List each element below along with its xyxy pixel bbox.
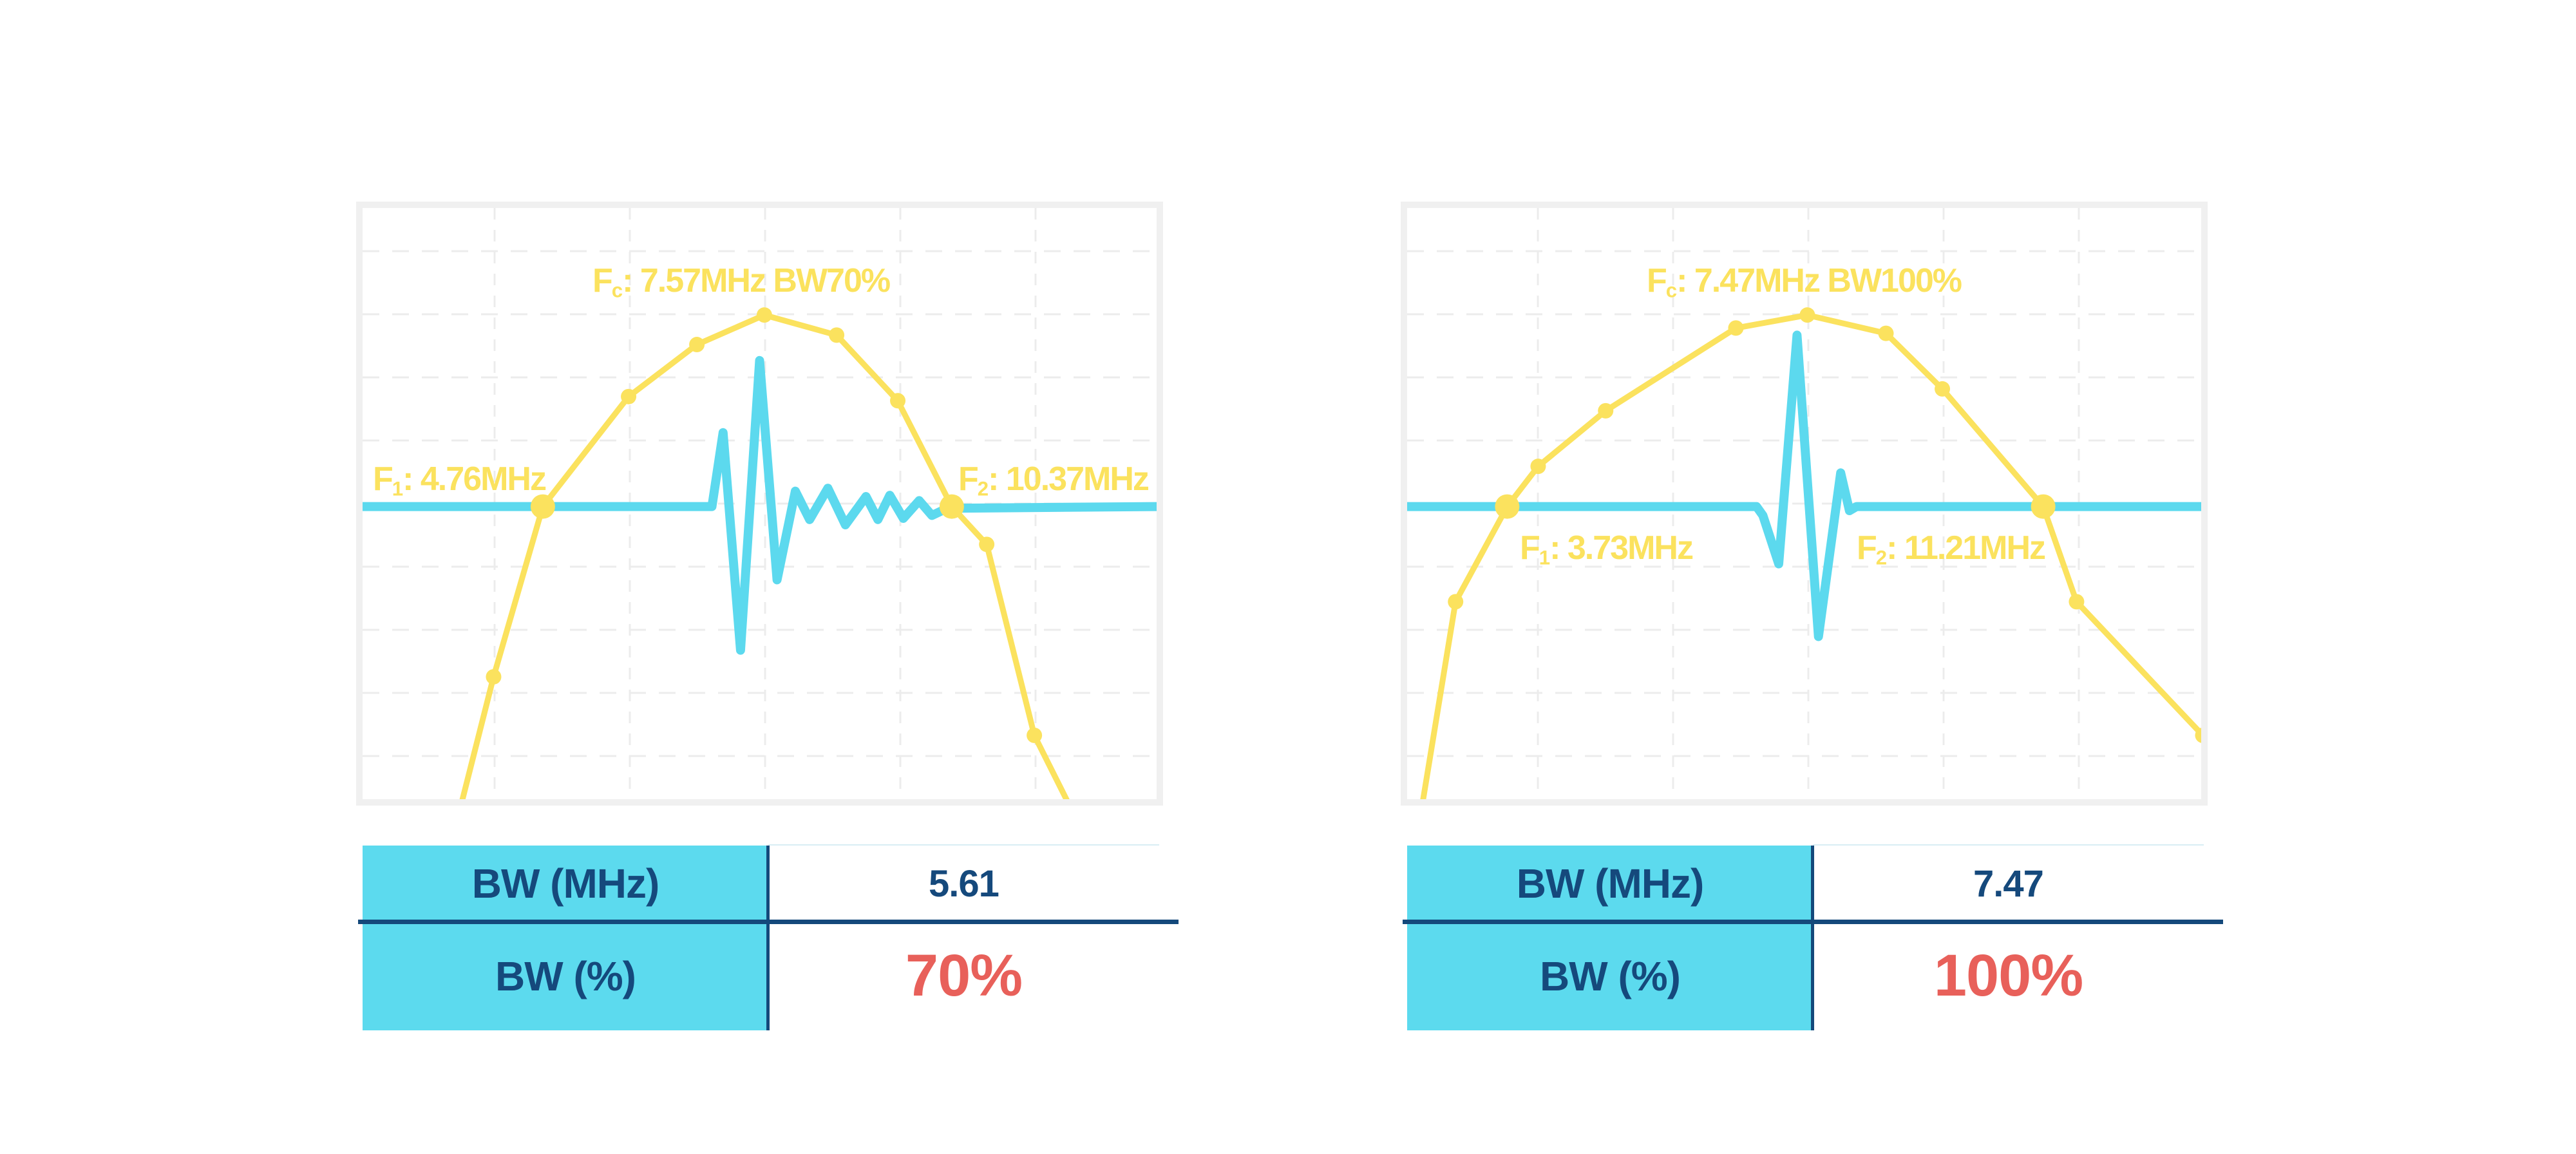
f1-frequency-label: F1: 3.73MHz xyxy=(1520,529,1694,570)
bw-table: BW (MHz) BW (%) 5.61 70% xyxy=(356,844,1187,1032)
center-frequency-label: Fc: 7.47MHz BW100% xyxy=(1647,262,1962,303)
table-column-divider xyxy=(766,846,770,1030)
fc-subscript: c xyxy=(611,279,623,302)
table-value-column: 5.61 70% xyxy=(768,846,1159,1030)
f2-subscript: 2 xyxy=(977,477,989,500)
f1-subscript: 1 xyxy=(1539,546,1550,569)
chart-frame: Fc: 7.57MHz BW70% F1: 4.76MHz F2: 10.37M… xyxy=(356,202,1163,806)
table-column-divider xyxy=(1811,846,1814,1030)
table-header-column: BW (MHz) BW (%) xyxy=(363,846,768,1030)
table-header-bw-pct: BW (%) xyxy=(495,952,636,999)
f2-symbol: F xyxy=(958,460,979,498)
chart-panel-bw100: Fc: 7.47MHz BW100% F1: 3.73MHz F2: 11.21… xyxy=(1401,202,2341,1039)
f1-frequency-label: F1: 4.76MHz xyxy=(373,460,547,501)
f2-value-text: : 10.37MHz xyxy=(988,460,1150,498)
f1-symbol: F xyxy=(373,460,393,498)
f1-symbol: F xyxy=(1520,529,1540,567)
fc-value-text: : 7.57MHz BW70% xyxy=(622,262,891,299)
f2-value-text: : 11.21MHz xyxy=(1886,529,2046,567)
bw-table: BW (MHz) BW (%) 7.47 100% xyxy=(1401,844,2231,1032)
chart-panel-bw70: Fc: 7.57MHz BW70% F1: 4.76MHz F2: 10.37M… xyxy=(356,202,1296,1039)
fc-subscript: c xyxy=(1665,279,1677,302)
f2-frequency-label: F2: 11.21MHz xyxy=(1857,529,2046,570)
spectrum-pulse-plot xyxy=(363,208,1157,799)
table-header-bw-mhz: BW (MHz) xyxy=(1516,860,1705,907)
table-value-column: 7.47 100% xyxy=(1813,846,2204,1030)
bw-pct-value: 70% xyxy=(905,943,1023,1008)
f2-symbol: F xyxy=(1857,529,1877,567)
bw-mhz-value: 5.61 xyxy=(929,862,999,905)
bw-pct-value: 100% xyxy=(1933,943,2083,1008)
fc-symbol: F xyxy=(1647,262,1667,299)
f1-value-text: : 4.76MHz xyxy=(402,460,547,498)
f1-subscript: 1 xyxy=(392,477,403,500)
f2-frequency-label: F2: 10.37MHz xyxy=(958,460,1150,501)
table-header-bw-pct: BW (%) xyxy=(1540,952,1681,999)
center-frequency-label: Fc: 7.57MHz BW70% xyxy=(592,262,891,303)
fc-value-text: : 7.47MHz BW100% xyxy=(1676,262,1962,299)
bw-mhz-value: 7.47 xyxy=(1973,862,2044,905)
chart-frame: Fc: 7.47MHz BW100% F1: 3.73MHz F2: 11.21… xyxy=(1401,202,2208,806)
fc-symbol: F xyxy=(592,262,613,299)
f1-value-text: : 3.73MHz xyxy=(1549,529,1694,567)
table-header-column: BW (MHz) BW (%) xyxy=(1407,846,1813,1030)
table-header-bw-mhz: BW (MHz) xyxy=(471,860,660,907)
f2-subscript: 2 xyxy=(1875,546,1887,569)
spectrum-pulse-plot xyxy=(1407,208,2201,799)
